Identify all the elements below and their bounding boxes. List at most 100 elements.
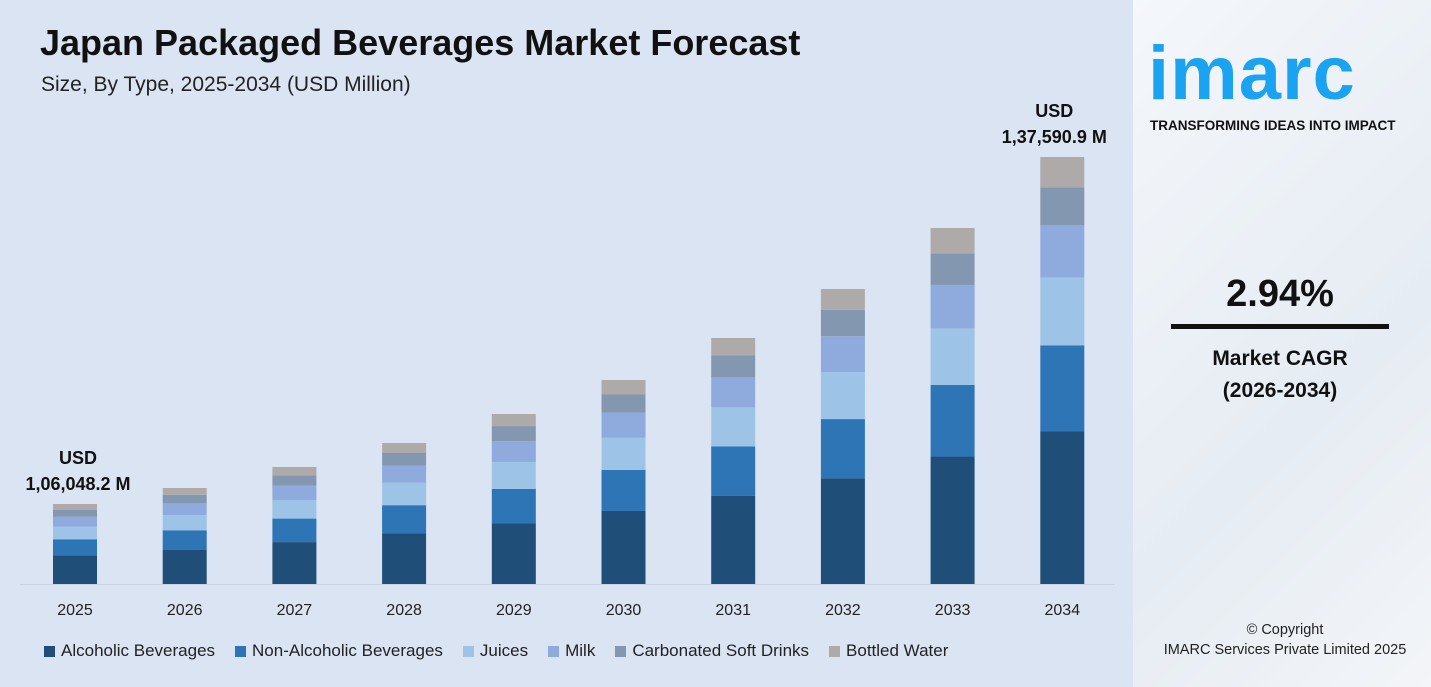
bar-segment bbox=[491, 414, 536, 427]
stacked-bar-chart: 2025 USD 1,06,048.2 M 2026 2027 2028 2029 2030 2… bbox=[20, 101, 1115, 619]
bar-segment bbox=[601, 412, 646, 438]
x-tick-label: 2034 bbox=[1045, 602, 1081, 619]
bar-segment bbox=[382, 505, 427, 534]
bar-segment bbox=[930, 253, 975, 285]
bar-segment bbox=[1040, 187, 1085, 226]
legend-item: Juices bbox=[462, 641, 529, 661]
total-label-value: 1,06,048.2 M bbox=[25, 474, 130, 494]
total-label-currency: USD bbox=[1035, 101, 1073, 121]
x-tick-label: 2029 bbox=[496, 602, 532, 619]
bar-segment bbox=[162, 549, 207, 584]
bar-segment bbox=[162, 530, 207, 550]
tagline: TRANSFORMING IDEAS INTO IMPACT bbox=[1150, 118, 1396, 133]
bar-segment bbox=[601, 379, 646, 395]
total-label-currency: USD bbox=[59, 448, 97, 468]
bar-segment bbox=[272, 485, 317, 500]
bar-segment bbox=[601, 510, 646, 584]
bar-segment bbox=[1040, 225, 1085, 278]
bar-segment bbox=[820, 419, 865, 479]
x-tick-label: 2030 bbox=[606, 602, 642, 619]
bar-segment bbox=[491, 461, 536, 489]
bar-segment bbox=[272, 475, 317, 486]
legend-swatch bbox=[548, 645, 560, 657]
bar-segment bbox=[162, 515, 207, 531]
cagr-label: Market CAGR (2026-2034) bbox=[1170, 343, 1390, 407]
bar-segment bbox=[711, 355, 756, 378]
imarc-logo: imarc bbox=[1148, 31, 1356, 116]
bar-segment bbox=[382, 482, 427, 506]
bar-segment bbox=[711, 446, 756, 496]
bar-segment bbox=[820, 288, 865, 310]
bar-segment bbox=[930, 328, 975, 385]
legend-label: Alcoholic Beverages bbox=[61, 641, 216, 660]
bar-segment bbox=[272, 466, 317, 476]
legend-item: Non-Alcoholic Beverages bbox=[235, 641, 443, 661]
bar-segment bbox=[491, 426, 536, 442]
bar-segment bbox=[711, 407, 756, 447]
x-tick-label: 2031 bbox=[715, 602, 751, 619]
bar-segment bbox=[272, 542, 317, 584]
bar-segment bbox=[53, 504, 97, 510]
bar-segment bbox=[382, 465, 427, 483]
bar-segment bbox=[930, 456, 975, 584]
chart-title: Japan Packaged Beverages Market Forecast bbox=[40, 22, 801, 63]
copyright-line1: © Copyright bbox=[1246, 622, 1324, 638]
chart-subtitle: Size, By Type, 2025-2034 (USD Million) bbox=[41, 73, 411, 96]
bar-segment bbox=[711, 338, 756, 356]
legend-label: Bottled Water bbox=[846, 641, 949, 660]
bar-segment bbox=[930, 284, 975, 329]
total-label-value: 1,37,590.9 M bbox=[1002, 127, 1107, 147]
legend-swatch bbox=[235, 645, 247, 657]
bar-segment bbox=[53, 555, 97, 584]
bar-segment bbox=[1040, 156, 1085, 188]
bar-segment bbox=[162, 494, 207, 504]
legend-label: Carbonated Soft Drinks bbox=[632, 641, 810, 660]
brand-panel bbox=[1133, 0, 1431, 687]
x-tick-label: 2033 bbox=[935, 602, 971, 619]
bar-segment bbox=[1040, 431, 1085, 584]
x-tick-label: 2028 bbox=[386, 602, 422, 619]
cagr-value: 2.94% bbox=[1226, 273, 1334, 315]
copyright: © Copyright IMARC Services Private Limite… bbox=[1140, 620, 1430, 660]
bar-segment bbox=[53, 516, 97, 527]
bar-segment bbox=[930, 228, 975, 254]
copyright-line2: IMARC Services Private Limited 2025 bbox=[1163, 642, 1407, 658]
bar-segment bbox=[162, 503, 207, 516]
bar-segment bbox=[491, 441, 536, 462]
cagr-period: (2026-2034) bbox=[1222, 379, 1338, 402]
legend-item: Alcoholic Beverages bbox=[44, 641, 215, 661]
bar-segment bbox=[53, 539, 97, 556]
bar-segment bbox=[711, 495, 756, 584]
bar-segment bbox=[1040, 345, 1085, 432]
bar-segment bbox=[820, 336, 865, 373]
bar-segment bbox=[601, 469, 646, 511]
bar-segment bbox=[382, 443, 427, 454]
legend-swatch bbox=[44, 645, 55, 657]
legend: Alcoholic Beverages Non-Alcoholic Beverag… bbox=[44, 641, 948, 661]
bar-segment bbox=[711, 377, 756, 408]
bar-segment bbox=[820, 309, 865, 337]
legend-label: Juices bbox=[479, 641, 529, 660]
cagr-label-text: Market CAGR bbox=[1212, 347, 1348, 370]
bar-segment bbox=[820, 478, 865, 584]
bar-segment bbox=[272, 499, 317, 519]
bar-segment bbox=[820, 372, 865, 420]
bar-segment bbox=[601, 394, 646, 413]
x-tick-label: 2032 bbox=[825, 602, 861, 619]
x-tick-label: 2025 bbox=[57, 602, 93, 619]
bar-segment bbox=[930, 384, 975, 457]
bar-segment bbox=[162, 487, 207, 495]
legend-item: Bottled Water bbox=[829, 641, 948, 661]
legend-item: Milk bbox=[548, 641, 595, 661]
x-tick-label: 2026 bbox=[167, 602, 203, 619]
legend-swatch bbox=[615, 645, 627, 657]
legend-item: Carbonated Soft Drinks bbox=[615, 641, 809, 661]
legend-swatch bbox=[462, 645, 474, 657]
bar-segment bbox=[53, 509, 97, 517]
x-tick-label: 2027 bbox=[277, 602, 313, 619]
divider bbox=[1171, 324, 1389, 329]
legend-swatch bbox=[829, 645, 841, 657]
bar-segment bbox=[272, 518, 317, 543]
bar-segment bbox=[491, 523, 536, 584]
bar-segment bbox=[491, 488, 536, 524]
